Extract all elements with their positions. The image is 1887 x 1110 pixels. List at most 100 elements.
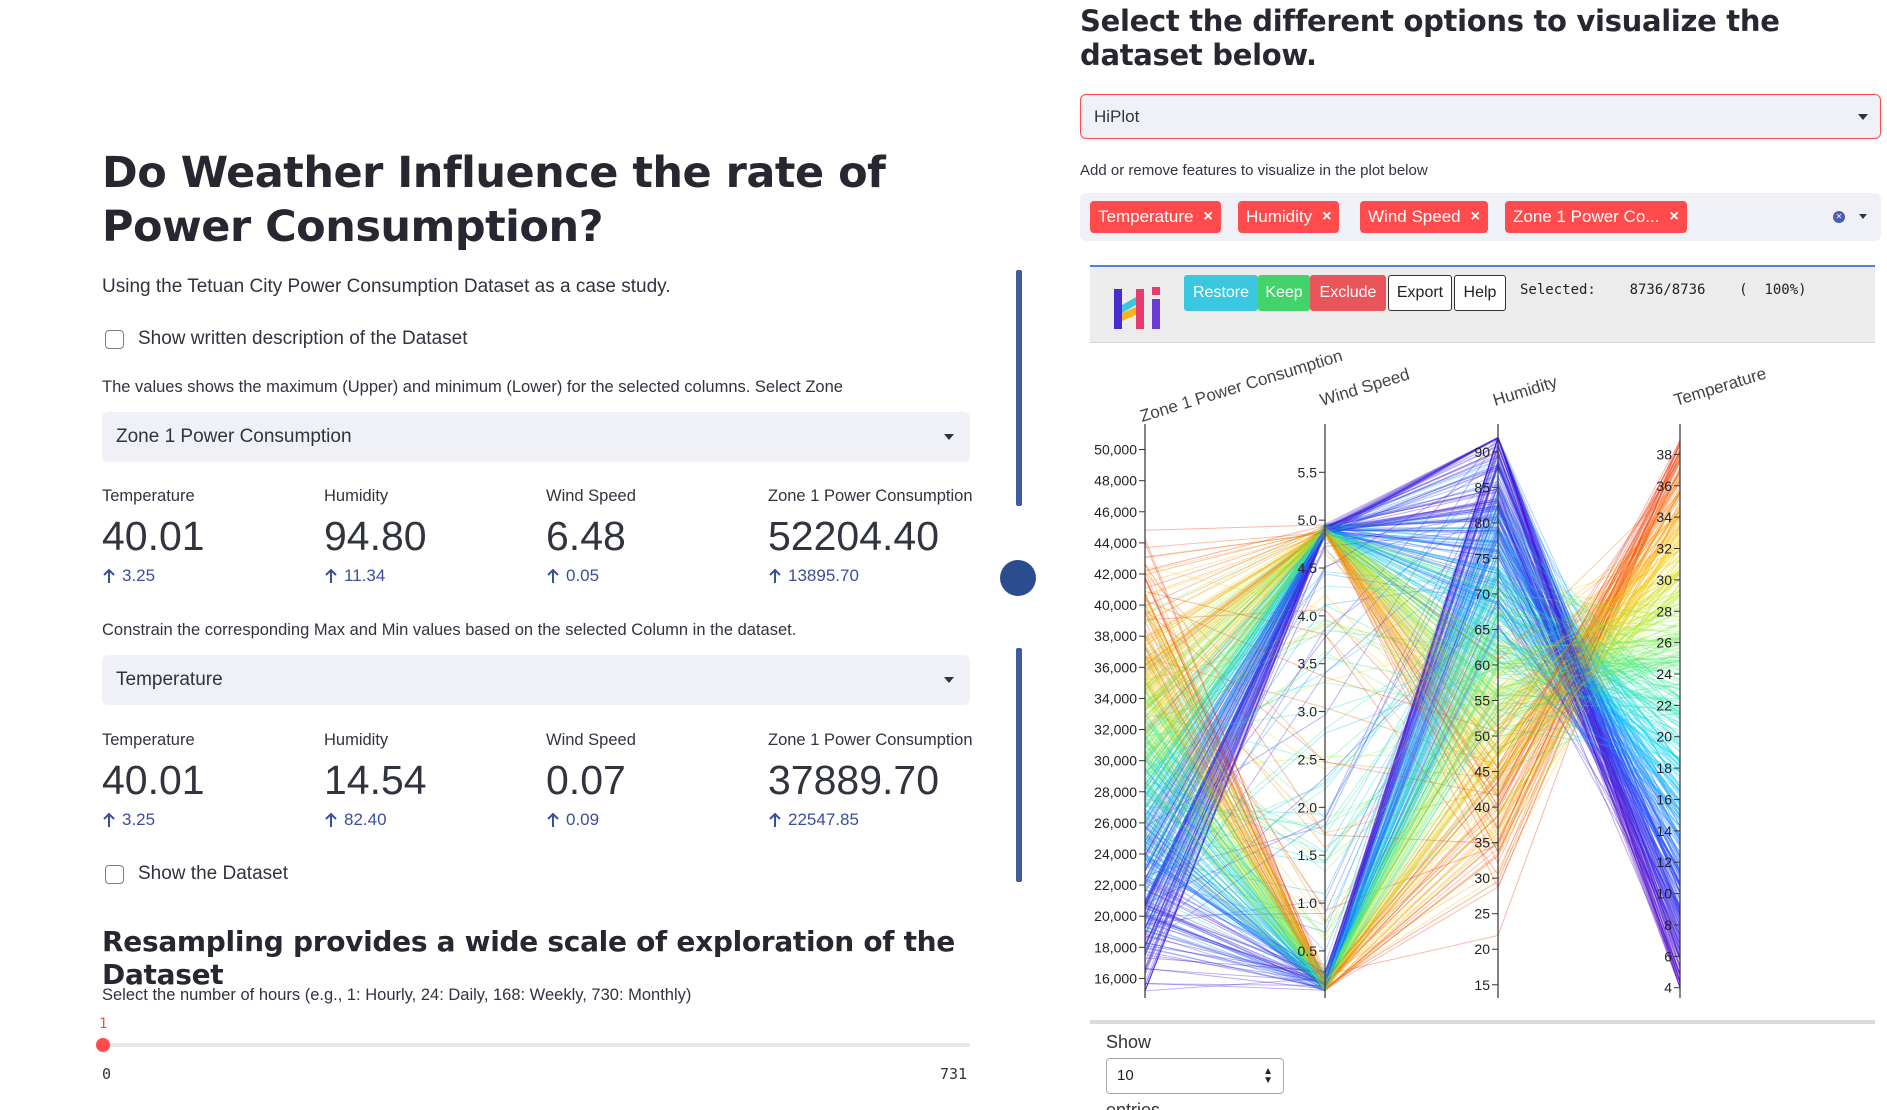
data-line	[1144, 450, 1681, 992]
data-line	[1144, 482, 1681, 982]
data-line	[1144, 527, 1681, 738]
metric-label: Humidity	[324, 731, 389, 749]
axis-title[interactable]: Temperature	[1672, 364, 1769, 410]
data-line	[1144, 529, 1681, 790]
tick-label: 24	[1656, 666, 1672, 682]
data-line	[1144, 460, 1681, 889]
metrics-lower: Temperature 40.01 3.25 Humidity 14.54 82…	[102, 731, 973, 846]
tick-label: 55	[1474, 692, 1490, 708]
arrow-up-icon	[769, 812, 781, 827]
export-button[interactable]: Export	[1388, 275, 1452, 311]
data-line	[1144, 532, 1681, 714]
metric-label: Wind Speed	[546, 487, 636, 505]
close-icon[interactable]: ×	[1322, 208, 1332, 225]
tick-label: 3.5	[1298, 656, 1318, 672]
data-line	[1144, 526, 1681, 851]
data-line	[1144, 502, 1681, 992]
feature-tag-temperature[interactable]: Temperature ×	[1090, 201, 1221, 233]
metric-zone1-power: Zone 1 Power Consumption 37889.70 22547.…	[768, 731, 988, 830]
description-checkbox-label: Show written description of the Dataset	[138, 328, 468, 349]
dataset-checkbox[interactable]	[105, 864, 124, 884]
data-line	[1144, 656, 1681, 800]
tick-label: 85	[1474, 479, 1490, 495]
description-checkbox[interactable]	[105, 329, 124, 349]
data-line	[1144, 527, 1681, 911]
parallel-coordinates-plot[interactable]: Zone 1 Power Consumption 16,000 18,000 20,0…	[1090, 344, 1875, 1020]
features-multiselect[interactable]: Temperature × Humidity × Wind Speed × Zone …	[1080, 193, 1881, 241]
data-line	[1144, 529, 1681, 804]
data-line	[1144, 629, 1681, 990]
resampling-heading: Resampling provides a wide scale of expl…	[102, 925, 955, 991]
chevron-down-icon[interactable]	[1859, 214, 1867, 219]
data-line	[1144, 492, 1681, 971]
keep-button[interactable]: Keep	[1258, 275, 1310, 311]
feature-tag-zone1[interactable]: Zone 1 Power Co... ×	[1505, 201, 1687, 233]
feature-tag-humidity[interactable]: Humidity ×	[1238, 201, 1340, 233]
description-checkbox-row[interactable]: Show written description of the Dataset	[105, 328, 468, 350]
metric-delta-value: 3.25	[122, 566, 156, 585]
dataset-checkbox-label: Show the Dataset	[138, 863, 288, 884]
axis-title[interactable]: Humidity	[1491, 372, 1560, 410]
data-line	[1144, 520, 1681, 749]
close-icon[interactable]: ×	[1470, 208, 1480, 225]
data-line	[1144, 527, 1681, 837]
data-line	[1144, 667, 1681, 890]
metric-delta: 0.09	[546, 810, 766, 830]
data-line	[1144, 529, 1681, 778]
data-line	[1144, 527, 1681, 818]
data-line	[1144, 526, 1681, 715]
data-line	[1144, 527, 1681, 749]
metric-delta-value: 3.25	[122, 810, 156, 829]
entries-label: entries	[1106, 1100, 1161, 1110]
hours-slider-track[interactable]	[102, 1043, 970, 1047]
exclude-button[interactable]: Exclude	[1310, 275, 1386, 311]
tick-label: 1.0	[1298, 895, 1318, 911]
column-select[interactable]: Temperature	[102, 655, 970, 705]
data-line	[1144, 580, 1681, 988]
data-line	[1144, 527, 1681, 750]
restore-button[interactable]: Restore	[1184, 275, 1258, 311]
axis-title[interactable]: Wind Speed	[1318, 365, 1412, 410]
data-line	[1144, 514, 1681, 808]
data-line	[1144, 466, 1681, 992]
data-line	[1144, 505, 1681, 987]
axis-title[interactable]: Zone 1 Power Consumption	[1138, 346, 1345, 426]
dataset-checkbox-row[interactable]: Show the Dataset	[105, 863, 288, 885]
data-line	[1144, 444, 1681, 845]
feature-tag-wind-speed[interactable]: Wind Speed ×	[1360, 201, 1488, 233]
data-line	[1144, 529, 1681, 692]
data-line	[1144, 570, 1681, 989]
data-line	[1144, 529, 1681, 762]
data-line	[1144, 530, 1681, 729]
data-line	[1144, 531, 1681, 953]
data-line	[1144, 536, 1681, 773]
data-line	[1144, 530, 1681, 655]
data-line	[1144, 459, 1681, 982]
hiplot-widget: Restore Keep Exclude Export Help Selecte…	[1090, 265, 1875, 1110]
viz-type-select[interactable]: HiPlot	[1080, 94, 1881, 139]
data-line	[1144, 524, 1681, 767]
data-line	[1144, 504, 1681, 989]
close-icon[interactable]: ×	[1669, 208, 1679, 225]
data-line	[1144, 526, 1681, 902]
entries-select[interactable]: 10 ▲ ▼	[1106, 1058, 1284, 1094]
data-line	[1144, 436, 1681, 928]
zone-select[interactable]: Zone 1 Power Consumption	[102, 412, 970, 462]
data-line	[1144, 532, 1681, 985]
drag-handle[interactable]	[1000, 560, 1036, 596]
data-line	[1144, 606, 1681, 983]
data-line	[1144, 443, 1681, 813]
help-button[interactable]: Help	[1454, 275, 1506, 311]
metric-value: 94.80	[324, 513, 427, 559]
metric-label: Temperature	[102, 731, 195, 749]
hours-slider-thumb[interactable]	[96, 1038, 110, 1052]
data-line	[1144, 534, 1681, 781]
data-line	[1144, 529, 1681, 827]
arrow-up-icon	[325, 568, 337, 583]
clear-all-icon[interactable]: ✕	[1833, 211, 1845, 223]
data-line	[1144, 501, 1681, 880]
data-line	[1144, 528, 1681, 669]
close-icon[interactable]: ×	[1203, 208, 1213, 225]
data-line	[1144, 638, 1681, 983]
tick-label: 6	[1664, 948, 1672, 964]
